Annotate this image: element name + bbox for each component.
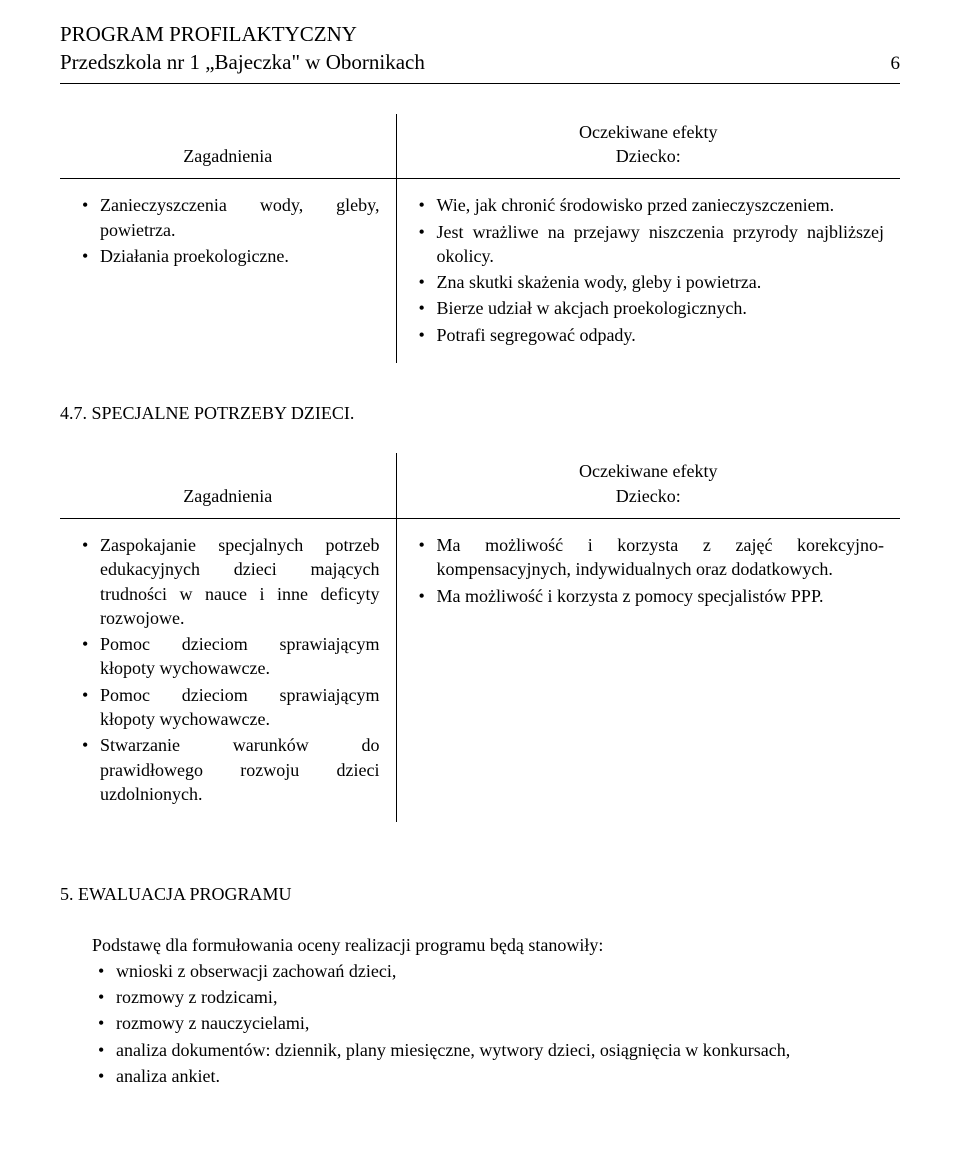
list-item: analiza dokumentów: dziennik, plany mies… <box>60 1038 900 1062</box>
evaluation-title: 5. EWALUACJA PROGRAMU <box>60 882 900 906</box>
evaluation-section: 5. EWALUACJA PROGRAMU Podstawę dla formu… <box>60 882 900 1088</box>
t2-right-heading: Oczekiwane efekty Dziecko: <box>396 453 900 518</box>
t1-right-cell: Wie, jak chronić środowisko przed zaniec… <box>396 179 900 363</box>
evaluation-list: wnioski z obserwacji zachowań dzieci, ro… <box>60 959 900 1088</box>
section-4-7-heading: 4.7. SPECJALNE POTRZEBY DZIECI. <box>60 401 900 425</box>
topics-table-2: Zagadnienia Oczekiwane efekty Dziecko: Z… <box>60 453 900 822</box>
list-item: wnioski z obserwacji zachowań dzieci, <box>60 959 900 983</box>
list-item: Ma możliwość i korzysta z zajęć korekcyj… <box>413 533 885 582</box>
t2-right-heading-l1: Oczekiwane efekty <box>409 459 889 483</box>
document-header: PROGRAM PROFILAKTYCZNY Przedszkola nr 1 … <box>60 20 900 84</box>
doc-subtitle: Przedszkola nr 1 „Bajeczka" w Obornikach <box>60 48 900 76</box>
t2-right-cell: Ma możliwość i korzysta z zajęć korekcyj… <box>396 518 900 822</box>
list-item: Jest wrażliwe na przejawy niszczenia prz… <box>413 220 885 269</box>
list-item: rozmowy z nauczycielami, <box>60 1011 900 1035</box>
list-item: Wie, jak chronić środowisko przed zaniec… <box>413 193 885 217</box>
t2-right-list: Ma możliwość i korzysta z zajęć korekcyj… <box>413 533 885 608</box>
topics-table-1: Zagadnienia Oczekiwane efekty Dziecko: Z… <box>60 114 900 363</box>
list-item: Zaspokajanie specjalnych potrzeb edukacy… <box>76 533 380 630</box>
list-item: Pomoc dzieciom sprawiającym kłopoty wych… <box>76 683 380 732</box>
t1-left-cell: Zanieczyszczenia wody, gleby, powietrza.… <box>60 179 396 363</box>
list-item: Pomoc dzieciom sprawiającym kłopoty wych… <box>76 632 380 681</box>
t1-left-list: Zanieczyszczenia wody, gleby, powietrza.… <box>76 193 380 268</box>
page-number: 6 <box>891 51 901 77</box>
list-item: Ma możliwość i korzysta z pomocy specjal… <box>413 584 885 608</box>
list-item: Zna skutki skażenia wody, gleby i powiet… <box>413 270 885 294</box>
list-item: Potrafi segregować odpady. <box>413 323 885 347</box>
t2-left-cell: Zaspokajanie specjalnych potrzeb edukacy… <box>60 518 396 822</box>
list-item: Zanieczyszczenia wody, gleby, powietrza. <box>76 193 380 242</box>
t1-right-heading-l2: Dziecko: <box>409 144 889 168</box>
t1-right-heading: Oczekiwane efekty Dziecko: <box>396 114 900 179</box>
t2-left-list: Zaspokajanie specjalnych potrzeb edukacy… <box>76 533 380 806</box>
list-item: Bierze udział w akcjach proekologicznych… <box>413 296 885 320</box>
list-item: analiza ankiet. <box>60 1064 900 1088</box>
t1-right-list: Wie, jak chronić środowisko przed zaniec… <box>413 193 885 347</box>
t2-left-heading: Zagadnienia <box>60 453 396 518</box>
t2-right-heading-l2: Dziecko: <box>409 484 889 508</box>
list-item: Działania proekologiczne. <box>76 244 380 268</box>
list-item: Stwarzanie warunków do prawidłowego rozw… <box>76 733 380 806</box>
evaluation-intro: Podstawę dla formułowania oceny realizac… <box>92 933 900 957</box>
list-item: rozmowy z rodzicami, <box>60 985 900 1009</box>
t1-right-heading-l1: Oczekiwane efekty <box>409 120 889 144</box>
doc-title: PROGRAM PROFILAKTYCZNY <box>60 20 900 48</box>
t1-left-heading: Zagadnienia <box>60 114 396 179</box>
